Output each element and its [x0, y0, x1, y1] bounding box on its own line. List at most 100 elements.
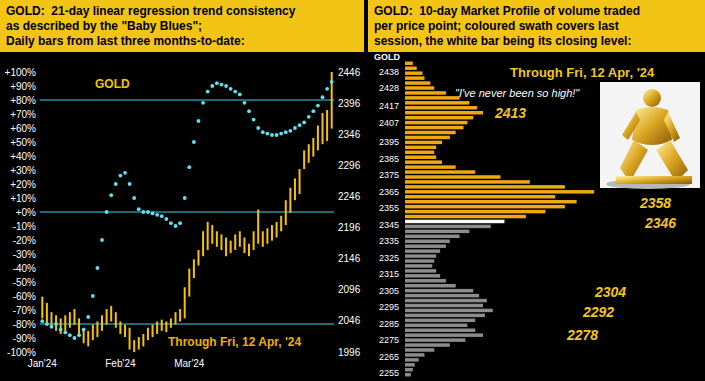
price-bar	[46, 303, 48, 325]
price-bar	[78, 318, 80, 334]
baby-blue	[247, 109, 251, 113]
statue-leg	[656, 140, 688, 182]
price-bar	[276, 222, 278, 238]
y-tick-label: +80%	[10, 95, 36, 106]
baby-blue	[206, 90, 210, 94]
profile-bar	[405, 304, 483, 308]
profile-bar	[405, 244, 446, 248]
profile-bar	[405, 121, 467, 125]
price-bar	[175, 312, 177, 324]
price-bar	[55, 315, 57, 331]
profile-bar	[405, 62, 413, 65]
baby-blue	[261, 130, 265, 134]
profile-bar	[405, 66, 417, 70]
price-annotation: 2413	[494, 105, 526, 121]
profile-bar	[405, 269, 436, 273]
header-panel	[0, 0, 364, 52]
price-bar	[202, 231, 204, 256]
y-tick-label: 2407	[379, 118, 399, 128]
x-tick-label: Jan'24	[28, 358, 58, 369]
profile-bar	[405, 259, 434, 263]
plot-marks	[40, 72, 333, 352]
price-bar	[50, 312, 52, 328]
baby-blue	[68, 333, 72, 337]
baby-blue	[109, 193, 113, 197]
price-bar	[197, 250, 199, 266]
price-annotation: 2278	[566, 327, 598, 343]
y-tick-label: 2285	[379, 319, 399, 329]
y-tick-label: +90%	[10, 81, 36, 92]
price-bar	[64, 315, 66, 331]
y-tick-label: 2375	[379, 170, 399, 180]
profile-bar	[405, 373, 411, 377]
profile-bar	[405, 81, 430, 85]
y-tick-label: +0%	[16, 207, 36, 218]
baby-blue	[82, 328, 86, 332]
y-tick-label: -10%	[13, 221, 36, 232]
baby-blue	[54, 322, 58, 326]
price-bar	[101, 315, 103, 331]
price-bar	[303, 150, 305, 169]
profile-bar	[405, 220, 504, 224]
baby-blue	[137, 207, 141, 211]
price-bar	[207, 222, 209, 250]
profile-bar	[405, 239, 450, 243]
y2-tick-label: 1996	[338, 347, 361, 358]
price-bar	[165, 322, 167, 333]
baby-blue	[201, 101, 205, 105]
series-label: GOLD	[95, 77, 130, 91]
y-tick-label: 2428	[379, 83, 399, 93]
price-bar	[243, 238, 245, 254]
profile-bar	[405, 348, 434, 352]
statue-arm	[622, 112, 640, 140]
profile-bar	[405, 151, 434, 155]
price-bar	[170, 318, 172, 327]
y2-tick-label: 2346	[338, 129, 361, 140]
price-bar	[220, 234, 222, 250]
statue-leg	[620, 140, 648, 182]
price-bar	[60, 318, 62, 334]
profile-bar	[405, 324, 467, 328]
baby-blue	[279, 132, 283, 136]
y-tick-label: -50%	[13, 277, 36, 288]
baby-blue	[256, 126, 260, 130]
baby-blue	[252, 118, 256, 122]
profile-bar	[405, 230, 469, 234]
price-bar	[262, 231, 264, 247]
y-tick-label: -100%	[7, 347, 36, 358]
chart-root: GOLD: 21-day linear regression trend con…	[0, 0, 705, 381]
baby-blue	[63, 331, 67, 335]
y-tick-label: -90%	[13, 333, 36, 344]
title: as described by the "Baby Blues";	[6, 19, 202, 33]
profile-bar	[405, 96, 460, 100]
y2-tick-label: 2096	[338, 284, 361, 295]
x-tick-label: Mar'24	[174, 358, 205, 369]
price-bar	[257, 210, 259, 244]
baby-blue	[174, 224, 178, 228]
profile-bar	[405, 210, 545, 214]
baby-blue	[311, 109, 315, 113]
y-tick-label: 2265	[379, 352, 399, 362]
x-tick-label: Feb'24	[105, 358, 136, 369]
profile-bar	[405, 106, 477, 110]
price-bar	[115, 312, 117, 328]
title: session, the white bar being its closing…	[374, 34, 631, 48]
price-bar	[317, 126, 319, 151]
quote: "I've never been so high!"	[455, 87, 580, 99]
profile-bar	[405, 333, 483, 337]
price-bar	[152, 325, 154, 337]
price-bar	[41, 297, 43, 319]
baby-blue	[302, 121, 306, 125]
baby-blue	[105, 210, 109, 214]
profile-bar	[405, 91, 446, 95]
y-tick-label: 2295	[379, 302, 399, 312]
y-tick-label: 2365	[379, 187, 399, 197]
price-bar	[83, 328, 85, 344]
baby-blue	[293, 126, 297, 130]
price-bar	[73, 309, 75, 325]
header-panel	[368, 0, 705, 52]
profile-bar	[405, 319, 475, 323]
baby-blue	[215, 81, 219, 85]
baby-blue	[224, 84, 228, 88]
price-bar	[326, 110, 328, 141]
